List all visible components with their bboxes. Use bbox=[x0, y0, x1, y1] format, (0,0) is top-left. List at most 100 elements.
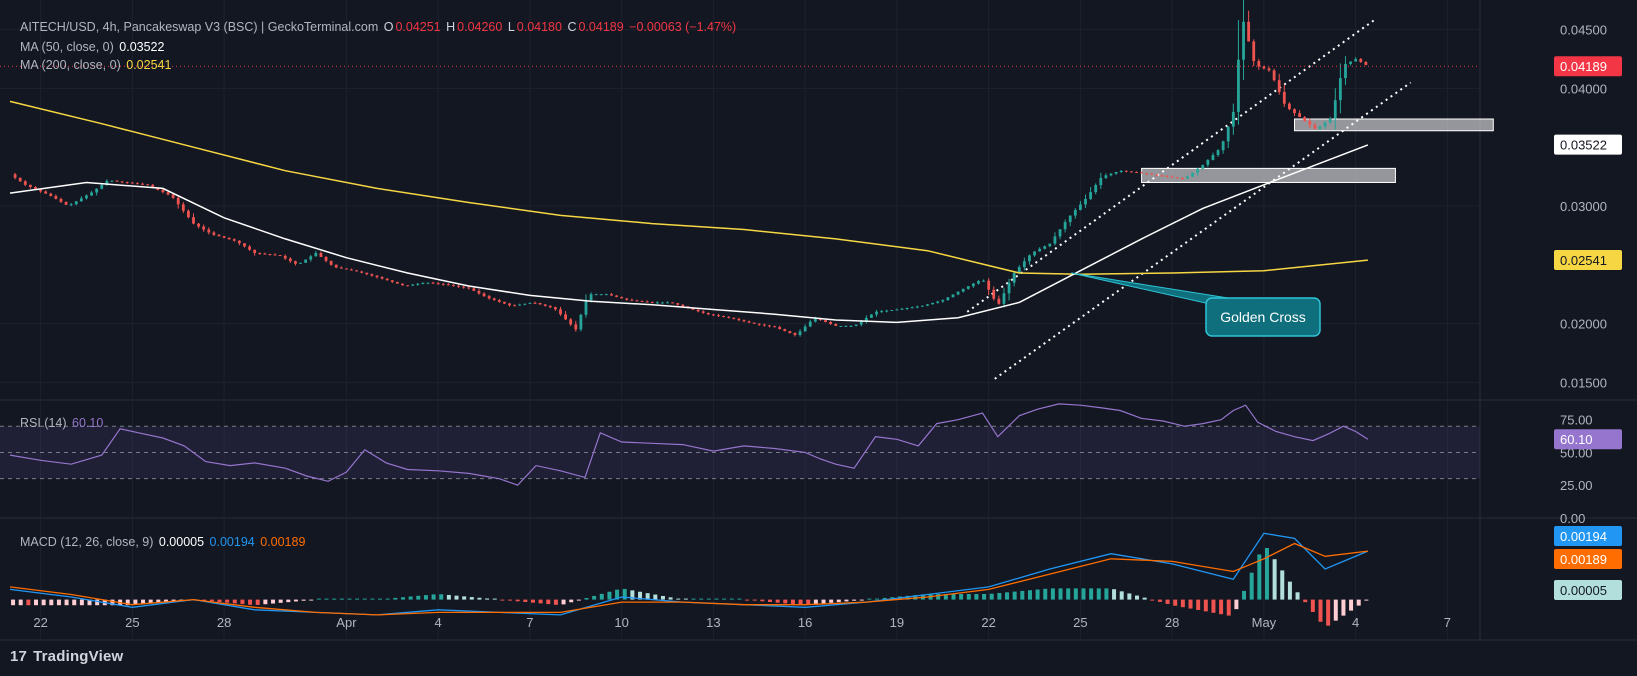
symbol-title: AITECH/USD, 4h, Pancakeswap V3 (BSC) | G… bbox=[20, 20, 379, 34]
candle-body bbox=[569, 319, 573, 325]
macd-hist-bar bbox=[974, 593, 979, 600]
macd-hist-bar bbox=[1287, 581, 1292, 600]
macd-hist-bar bbox=[1081, 588, 1086, 600]
macd-hist-bar bbox=[982, 593, 987, 600]
candle-body bbox=[1226, 126, 1230, 142]
x-tick-label: 28 bbox=[217, 615, 231, 630]
tradingview-logo[interactable]: 17 TradingView bbox=[10, 648, 123, 665]
candle-body bbox=[1002, 293, 1006, 304]
candle-body bbox=[1206, 159, 1210, 165]
candle-body bbox=[1338, 78, 1342, 101]
candle-body bbox=[105, 180, 109, 185]
macd-hist-bar bbox=[1349, 599, 1354, 611]
candle-body bbox=[1043, 246, 1047, 249]
macd-hist-bar bbox=[64, 599, 69, 606]
candle-body bbox=[90, 192, 93, 196]
macd-hist-bar bbox=[362, 598, 367, 600]
x-tick-label: 4 bbox=[1352, 615, 1359, 630]
macd-hist-bar bbox=[209, 599, 214, 602]
macd-hist-bar bbox=[683, 598, 688, 600]
candle-body bbox=[395, 281, 399, 284]
candle-body bbox=[350, 269, 353, 271]
macd-legend[interactable]: MACD (12, 26, close, 9) 0.00005 0.00194 … bbox=[20, 535, 307, 549]
candle-body bbox=[706, 312, 710, 315]
candle-body bbox=[1344, 63, 1347, 79]
candle-body bbox=[834, 323, 838, 326]
macd-hist-bar bbox=[775, 599, 780, 603]
macd-hist-bar bbox=[1066, 588, 1071, 600]
candle-body bbox=[324, 256, 328, 261]
candle-body bbox=[1216, 150, 1220, 156]
candle-body bbox=[885, 310, 889, 312]
candle-body bbox=[946, 297, 950, 301]
macd-hist-bar bbox=[844, 599, 849, 602]
macd-hist-bar bbox=[1341, 599, 1346, 616]
macd-hist-bar bbox=[806, 599, 811, 605]
candle-body bbox=[778, 327, 782, 330]
macd-hist-bar bbox=[546, 599, 551, 605]
candle-body bbox=[1104, 175, 1108, 179]
ma50-badge-bg bbox=[1554, 134, 1622, 155]
candle-body bbox=[1231, 111, 1235, 127]
candle-body bbox=[533, 302, 537, 304]
x-tick-label: 4 bbox=[435, 615, 442, 630]
macd-hist-bar bbox=[416, 595, 421, 600]
candle-body bbox=[701, 311, 705, 313]
candle-body bbox=[329, 260, 333, 265]
candle-body bbox=[187, 210, 190, 218]
candle-body bbox=[79, 198, 83, 202]
macd-hist-bar bbox=[301, 599, 306, 601]
macd-hist-bar bbox=[1257, 554, 1262, 600]
macd-hist-bar bbox=[584, 598, 589, 600]
candle-body bbox=[360, 271, 364, 273]
candle-body bbox=[120, 181, 124, 183]
macd-hist-bar bbox=[1134, 595, 1139, 600]
y-tick-label: 0.02000 bbox=[1560, 317, 1607, 332]
rsi-legend[interactable]: RSI (14) 60.10 bbox=[20, 416, 105, 430]
macd-hist-bar bbox=[676, 598, 681, 600]
candle-body bbox=[773, 326, 776, 328]
candle-body bbox=[936, 301, 940, 303]
ma50-badge: 0.03522 bbox=[1560, 138, 1607, 153]
candle-body bbox=[849, 325, 853, 327]
candle-body bbox=[1140, 172, 1143, 174]
candle-body bbox=[926, 304, 929, 306]
candle-body bbox=[503, 301, 506, 304]
macd-hist-bar bbox=[530, 599, 535, 603]
candle-body bbox=[635, 300, 639, 302]
candle-body bbox=[839, 325, 843, 327]
candle-body bbox=[278, 254, 282, 256]
candle-body bbox=[462, 286, 466, 288]
candle-body bbox=[370, 274, 374, 276]
candle-body bbox=[523, 303, 527, 305]
macd-hist-bar bbox=[1226, 599, 1231, 616]
candle-body bbox=[166, 192, 170, 195]
change-value: −0.00063 (−1.47%) bbox=[629, 20, 737, 34]
open-label: O bbox=[383, 20, 394, 34]
low-label: L bbox=[507, 20, 515, 34]
candle-body bbox=[1012, 273, 1016, 283]
ma50-legend[interactable]: MA (50, close, 0) 0.03522 bbox=[20, 40, 166, 54]
last-price-badge: 0.04189 bbox=[1560, 59, 1607, 74]
candle-body bbox=[992, 289, 996, 299]
candle-body bbox=[207, 229, 211, 233]
macd-hist-bar bbox=[26, 599, 31, 606]
candle-body bbox=[844, 325, 848, 327]
candle-body bbox=[431, 282, 435, 284]
candle-body bbox=[1160, 175, 1164, 177]
macd-hist-bar bbox=[1249, 572, 1254, 600]
candle-body bbox=[1089, 192, 1093, 199]
macd-hist-bar bbox=[1364, 599, 1369, 601]
candle-body bbox=[854, 324, 858, 326]
candle-body bbox=[406, 285, 409, 287]
ma200-legend[interactable]: MA (200, close, 0) 0.02541 bbox=[20, 58, 173, 72]
y-tick-label: 0.01500 bbox=[1560, 375, 1607, 390]
candle-body bbox=[574, 324, 578, 330]
x-tick-label: 25 bbox=[1073, 615, 1087, 630]
candle-body bbox=[829, 322, 833, 324]
candle-body bbox=[146, 184, 150, 186]
candle-body bbox=[691, 308, 695, 310]
macd-hist-bar bbox=[1173, 599, 1178, 606]
macd-hist-bar bbox=[905, 595, 910, 600]
